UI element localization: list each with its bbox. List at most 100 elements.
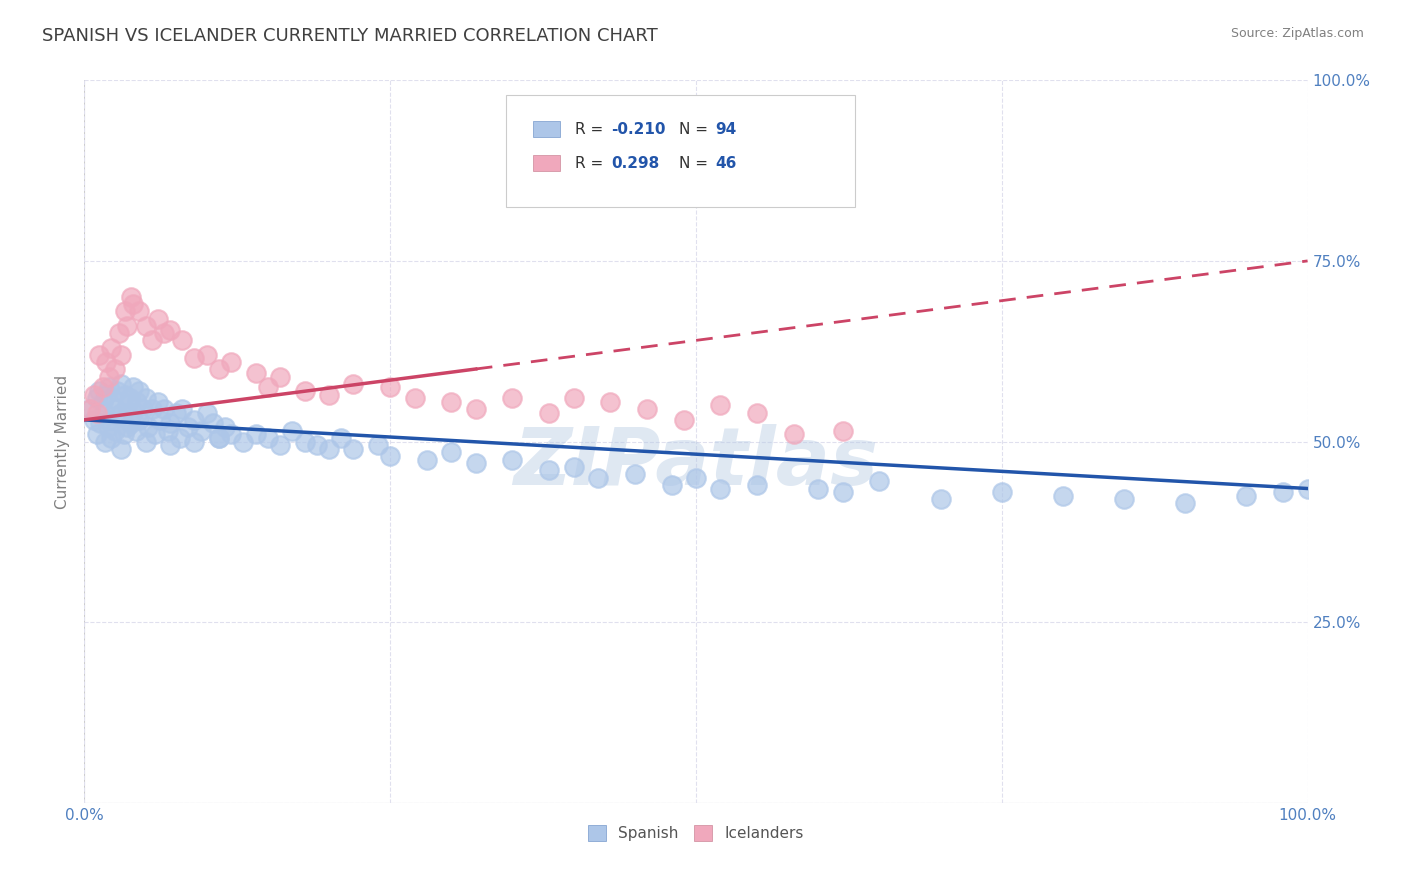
Point (107, 326, 129, 340)
Point (172, 334, 194, 348)
Point (318, 442, 340, 456)
Point (245, 366, 267, 380)
Point (599, 394, 621, 409)
Point (107, 409, 129, 424)
Point (709, 482, 731, 496)
Point (562, 391, 585, 405)
Point (159, 322, 181, 336)
Point (416, 452, 439, 467)
Point (672, 413, 695, 427)
Point (156, 424, 179, 438)
Legend: Spanish, Icelanders: Spanish, Icelanders (582, 819, 810, 847)
Point (125, 394, 148, 409)
Point (294, 384, 316, 398)
Point (165, 406, 187, 420)
Point (1174, 496, 1197, 510)
Point (183, 351, 205, 366)
Point (153, 326, 176, 340)
Point (115, 420, 138, 434)
Point (831, 485, 853, 500)
Point (464, 456, 486, 470)
Point (269, 438, 291, 452)
Point (112, 427, 135, 442)
Point (183, 413, 205, 427)
Point (1272, 485, 1295, 500)
Point (115, 398, 138, 412)
Point (538, 406, 561, 420)
Point (440, 445, 463, 459)
Point (143, 427, 166, 442)
Point (128, 413, 150, 427)
Point (342, 376, 364, 391)
Point (538, 463, 561, 477)
Text: -0.210: -0.210 (612, 122, 666, 136)
Point (245, 427, 267, 442)
Point (747, 406, 769, 420)
Point (93, 406, 115, 420)
Text: SPANISH VS ICELANDER CURRENTLY MARRIED CORRELATION CHART: SPANISH VS ICELANDER CURRENTLY MARRIED C… (42, 27, 658, 45)
Point (128, 304, 150, 318)
Point (97, 380, 120, 394)
Text: Source: ZipAtlas.com: Source: ZipAtlas.com (1230, 27, 1364, 40)
Point (257, 431, 280, 445)
Point (141, 334, 163, 348)
Point (122, 380, 145, 394)
Point (132, 402, 155, 417)
Point (783, 427, 806, 442)
Point (87, 384, 110, 398)
Point (586, 470, 609, 484)
Point (709, 398, 731, 412)
Text: N =: N = (679, 156, 713, 171)
Point (342, 442, 364, 456)
Point (100, 341, 122, 355)
Point (219, 355, 242, 369)
Point (159, 438, 181, 452)
Point (464, 402, 486, 417)
Point (87, 348, 110, 362)
Point (135, 318, 157, 333)
Point (183, 434, 205, 449)
Point (86, 391, 108, 405)
Point (991, 485, 1014, 500)
Point (83, 413, 105, 427)
Point (208, 362, 231, 376)
Point (97, 369, 120, 384)
Point (86, 427, 108, 442)
Point (79, 402, 101, 417)
Point (305, 438, 328, 452)
Point (380, 449, 402, 463)
Point (79, 402, 101, 417)
Point (685, 470, 707, 484)
Point (146, 394, 169, 409)
Text: R =: R = (575, 156, 607, 171)
Point (104, 362, 127, 376)
Point (367, 438, 389, 452)
Point (105, 384, 128, 398)
Point (929, 492, 952, 507)
Point (1236, 489, 1258, 503)
Point (114, 304, 136, 318)
Point (195, 348, 218, 362)
Point (257, 380, 280, 394)
Point (159, 417, 181, 431)
Point (201, 417, 224, 431)
Y-axis label: Currently Married: Currently Married (55, 375, 70, 508)
Point (141, 402, 163, 417)
Point (104, 402, 127, 417)
Point (110, 406, 132, 420)
Point (101, 391, 124, 405)
Point (562, 459, 585, 474)
Point (869, 475, 891, 489)
Point (94, 434, 117, 449)
Point (110, 442, 132, 456)
Point (172, 402, 194, 417)
Point (404, 391, 426, 405)
Point (86, 406, 108, 420)
Point (135, 391, 157, 405)
Point (169, 431, 191, 445)
Point (125, 424, 148, 438)
Point (502, 391, 524, 405)
Point (1114, 492, 1136, 507)
Text: 46: 46 (716, 156, 737, 171)
Point (502, 452, 524, 467)
